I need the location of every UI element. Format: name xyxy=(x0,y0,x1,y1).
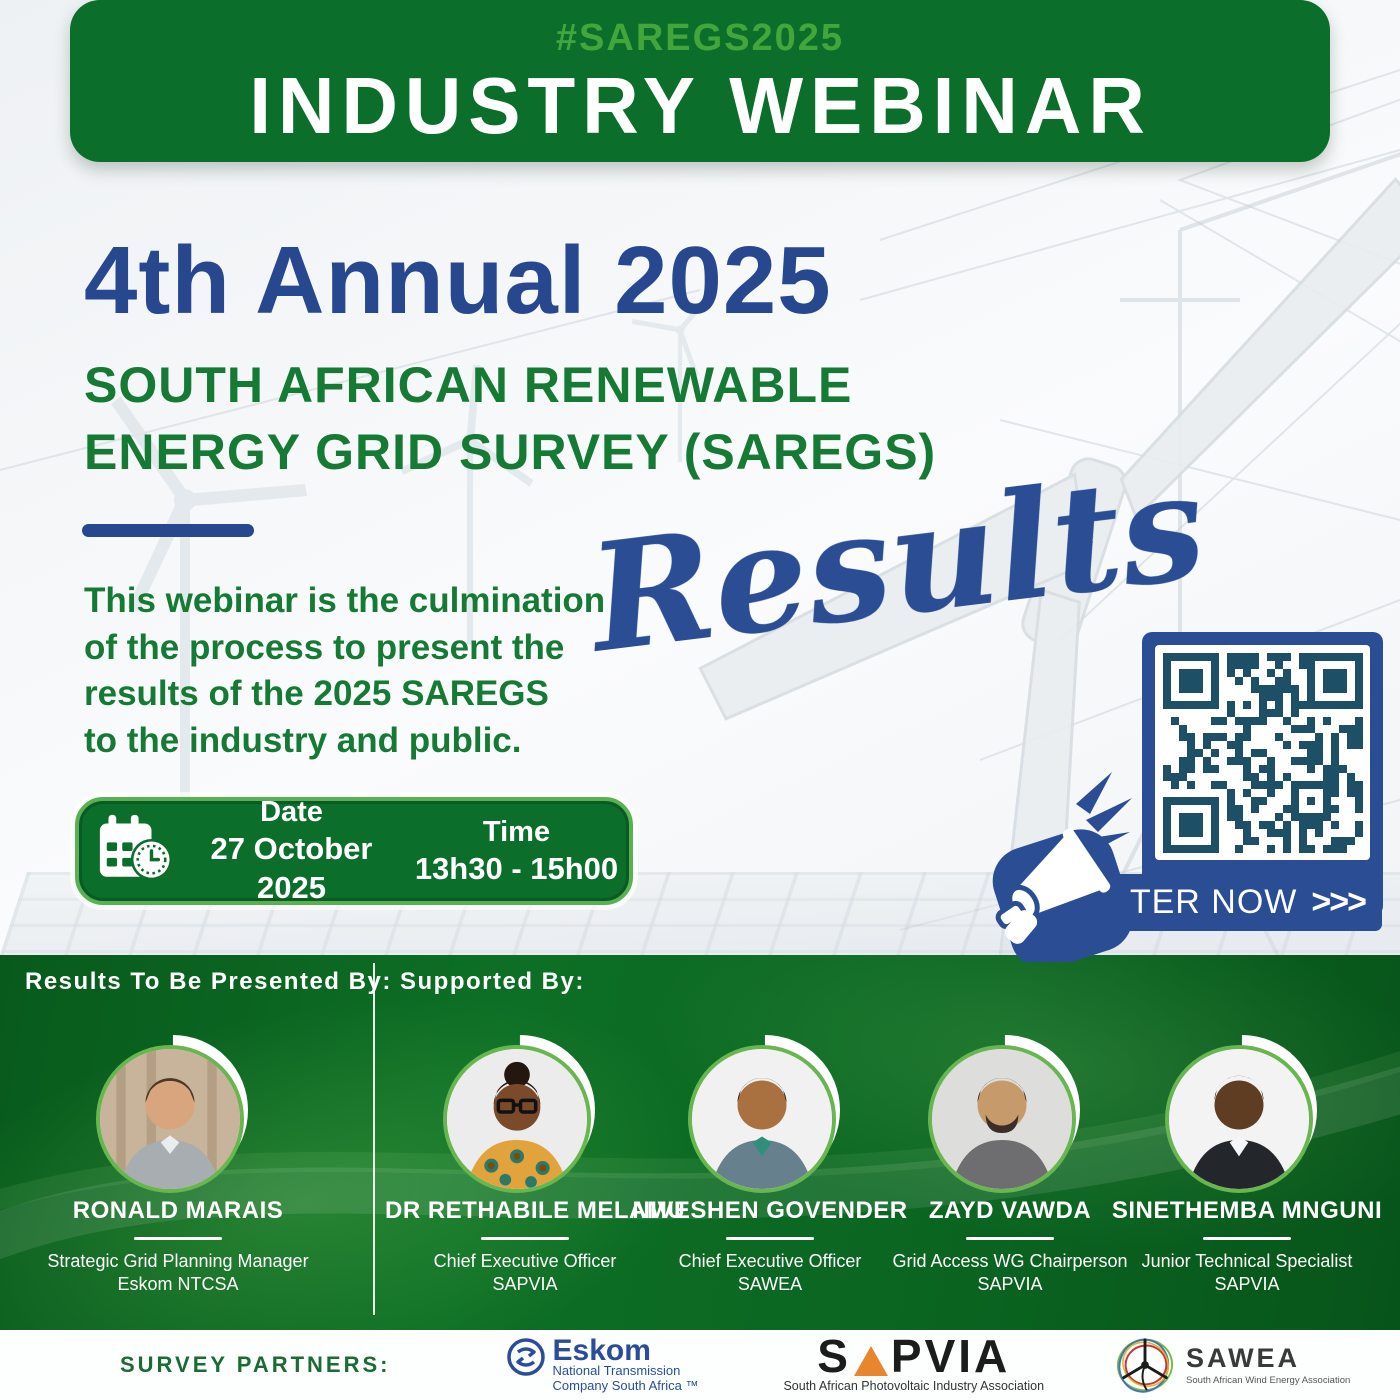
name-underline xyxy=(726,1237,814,1240)
speaker-name: DR RETHABILE MELAMU xyxy=(385,1197,686,1224)
speaker-name: RONALD MARAIS xyxy=(72,1197,284,1224)
subtitle: SOUTH AFRICAN RENEWABLE ENERGY GRID SURV… xyxy=(84,352,936,486)
calendar-clock-icon xyxy=(99,814,173,881)
speaker-role: Junior Technical Specialist SAPVIA xyxy=(1141,1251,1353,1295)
presenters-header: Results To Be Presented By: xyxy=(25,968,392,995)
schedule-pill: Date 27 October 2025 Time 13h30 - 15h00 xyxy=(75,794,633,908)
speaker-name: NIVESHEN GOVENDER xyxy=(632,1197,908,1224)
name-underline xyxy=(134,1237,222,1240)
time-value: 13h30 - 15h00 xyxy=(414,850,619,886)
sawea-icon xyxy=(1117,1338,1174,1393)
time-label: Time xyxy=(482,815,551,848)
sawea-tagline: South African Wind Energy Association xyxy=(1186,1374,1351,1386)
speaker-card-niveshen-govender: NIVESHEN GOVENDER Chief Executive Office… xyxy=(630,1003,910,1297)
section-divider xyxy=(373,963,375,1315)
date-block: Date 27 October 2025 xyxy=(179,794,404,908)
name-underline xyxy=(1203,1237,1291,1240)
speaker-name: SINETHEMBA MNGUNI xyxy=(1111,1197,1383,1224)
sapvia-triangle-icon xyxy=(853,1346,888,1377)
time-block: Time 13h30 - 15h00 xyxy=(404,814,629,889)
qr-code[interactable] xyxy=(1155,645,1370,860)
speaker-photo xyxy=(96,1045,244,1193)
speaker-card-rethabile-melamu: DR RETHABILE MELAMU Chief Executive Offi… xyxy=(385,1003,686,1297)
sawea-name: SAWEA xyxy=(1186,1342,1301,1373)
speaker-role: Strategic Grid Planning Manager Eskom NT… xyxy=(47,1251,309,1295)
sapvia-name-post: PVIA xyxy=(890,1329,1011,1382)
date-value: 27 October 2025 xyxy=(210,831,373,906)
results-script-text: Results xyxy=(580,437,1214,686)
speaker-role: Chief Executive Officer SAPVIA xyxy=(433,1251,617,1295)
sapvia-tagline: South African Photovoltaic Industry Asso… xyxy=(783,1379,1045,1394)
subtitle-line2: ENERGY GRID SURVEY (SAREGS) xyxy=(84,424,937,480)
avatar xyxy=(1135,1003,1349,1217)
speaker-role: Grid Access WG Chairperson SAPVIA xyxy=(892,1251,1128,1295)
blue-divider xyxy=(82,524,254,537)
eskom-sub1: National Transmission xyxy=(552,1362,681,1378)
main-title: 4th Annual 2025 xyxy=(84,227,832,334)
eskom-sub2: Company South Africa ™ xyxy=(552,1377,699,1393)
sapvia-logo: S PVIA South African Photovoltaic Indust… xyxy=(783,1329,1045,1394)
hashtag: #SAREGS2025 xyxy=(555,16,845,59)
eskom-logo: Eskom National Transmission Company Sout… xyxy=(506,1333,699,1394)
avatar xyxy=(898,1003,1112,1217)
speaker-name: ZAYD VAWDA xyxy=(928,1197,1092,1224)
speaker-card-zayd-vawda: ZAYD VAWDA Grid Access WG Chairperson SA… xyxy=(870,1003,1150,1297)
partners-bar: SURVEY PARTNERS: Eskom National Transmis… xyxy=(0,1330,1400,1400)
avatar xyxy=(658,1003,872,1217)
speaker-photo xyxy=(1165,1045,1313,1193)
speaker-card-ronald-marais: RONALD MARAIS Strategic Grid Planning Ma… xyxy=(38,1003,318,1297)
speaker-photo xyxy=(928,1045,1076,1193)
register-now-button[interactable]: REGISTER NOW >>> xyxy=(1002,874,1382,931)
subtitle-line1: SOUTH AFRICAN RENEWABLE xyxy=(84,357,853,413)
speakers-section: Results To Be Presented By: Supported By… xyxy=(0,955,1400,1330)
speaker-role: Chief Executive Officer SAWEA xyxy=(678,1251,862,1295)
eskom-name: Eskom xyxy=(552,1333,651,1367)
name-underline xyxy=(481,1237,569,1240)
speaker-photo xyxy=(688,1045,836,1193)
sawea-logo: SAWEA South African Wind Energy Associat… xyxy=(1114,1334,1350,1396)
banner-title: INDUSTRY WEBINAR xyxy=(248,60,1152,150)
eskom-icon xyxy=(506,1337,545,1376)
speaker-card-sinethemba-mnguni: SINETHEMBA MNGUNI Junior Technical Speci… xyxy=(1107,1003,1387,1297)
register-arrows: >>> xyxy=(1311,883,1367,921)
description: This webinar is the culmination of the p… xyxy=(84,581,606,760)
name-underline xyxy=(966,1237,1054,1240)
avatar xyxy=(413,1003,627,1217)
date-label: Date xyxy=(260,796,323,829)
supporters-header: Supported By: xyxy=(400,968,585,995)
partners-label: SURVEY PARTNERS: xyxy=(120,1352,391,1377)
speaker-photo xyxy=(443,1045,591,1193)
sapvia-name-pre: S xyxy=(817,1329,851,1382)
avatar xyxy=(66,1003,280,1217)
banner: #SAREGS2025 INDUSTRY WEBINAR xyxy=(70,0,1330,162)
register-label: REGISTER NOW xyxy=(1019,883,1298,921)
